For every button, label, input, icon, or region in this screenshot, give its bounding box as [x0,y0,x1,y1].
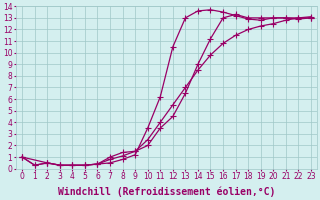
X-axis label: Windchill (Refroidissement éolien,°C): Windchill (Refroidissement éolien,°C) [58,187,275,197]
